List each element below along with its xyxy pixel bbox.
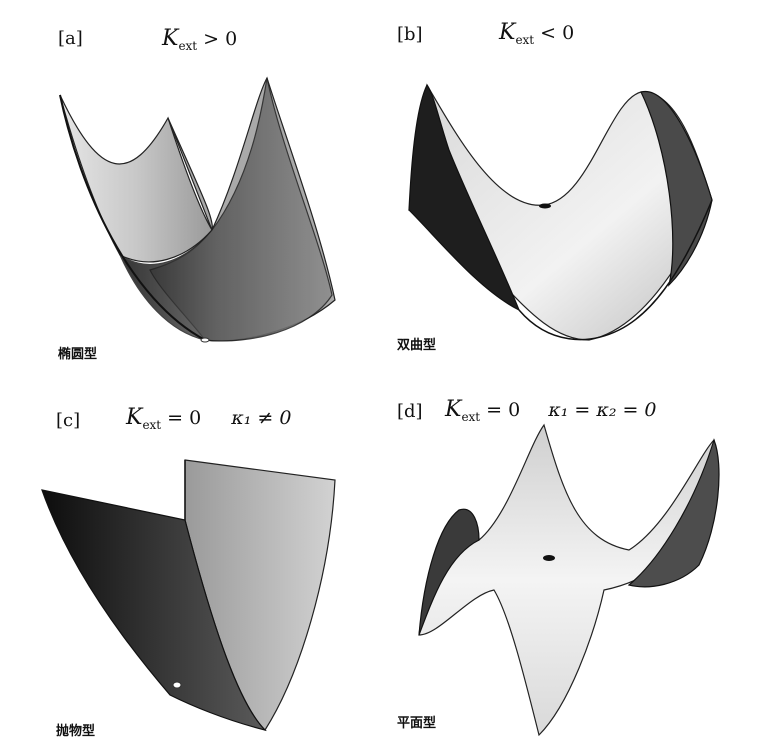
saddle-center-point: [543, 555, 555, 561]
panel-a: [a] Kext > 0 椭圆型: [0, 0, 378, 375]
panel-c-tag: [c]: [56, 410, 81, 431]
saddle-right-lobe: [627, 438, 720, 588]
panel-c-caption: 抛物型: [56, 724, 96, 739]
planar-surface-figure: [418, 423, 720, 737]
parabolic-surface-figure: [41, 459, 336, 732]
saddle-point: [539, 203, 551, 209]
trough-left-face: [41, 489, 267, 732]
rim-left: [59, 94, 206, 341]
panel-d-formula: Kext = 0 κ₁ = κ₂ = 0: [445, 397, 657, 424]
saddle-left-lobe: [418, 508, 480, 636]
surface-back: [59, 94, 213, 263]
curvature-symbol: K: [162, 26, 179, 51]
saddle-front-edge: [518, 199, 713, 341]
curvature-subscript: ext: [142, 417, 162, 432]
curvature-symbol: K: [445, 397, 462, 422]
surface-point: [200, 337, 210, 343]
formula-relation: > 0: [197, 28, 238, 50]
curvature-subscript: ext: [515, 32, 535, 47]
curvature-symbol: K: [126, 405, 143, 430]
panel-b: [b] Kext < 0 双曲型: [379, 0, 757, 375]
curvature-symbol: K: [499, 20, 516, 45]
hyperbolic-surface-figure: [408, 83, 713, 341]
panel-b-caption: 双曲型: [397, 338, 437, 353]
saddle-right-hump: [640, 91, 713, 287]
curvature-subscript: ext: [178, 38, 198, 53]
panel-a-formula: Kext > 0: [162, 26, 237, 53]
trough-point: [172, 681, 182, 689]
elliptic-surface-figure: [59, 76, 336, 343]
panel-d-tag: [d]: [397, 401, 423, 422]
panel-d-caption: 平面型: [397, 716, 437, 731]
formula-relation: = 0: [161, 407, 202, 429]
panel-c: [c] Kext = 0 κ₁ ≠ 0 抛物型: [0, 375, 378, 750]
panel-a-tag: [a]: [58, 28, 83, 49]
principal-curvature-condition: κ₁ = κ₂ = 0: [548, 399, 657, 421]
panel-a-caption: 椭圆型: [58, 347, 98, 362]
panel-b-formula: Kext < 0: [499, 20, 574, 47]
curvature-subscript: ext: [461, 409, 481, 424]
panel-c-formula: Kext = 0 κ₁ ≠ 0: [126, 405, 291, 432]
panel-d: [d] Kext = 0 κ₁ = κ₂ = 0 平面型: [379, 375, 757, 750]
saddle-left-wing: [408, 83, 521, 312]
formula-relation: = 0: [480, 399, 521, 421]
principal-curvature-condition: κ₁ ≠ 0: [231, 407, 292, 429]
formula-relation: < 0: [534, 22, 575, 44]
surface-front: [118, 77, 333, 342]
panel-b-tag: [b]: [397, 24, 423, 45]
